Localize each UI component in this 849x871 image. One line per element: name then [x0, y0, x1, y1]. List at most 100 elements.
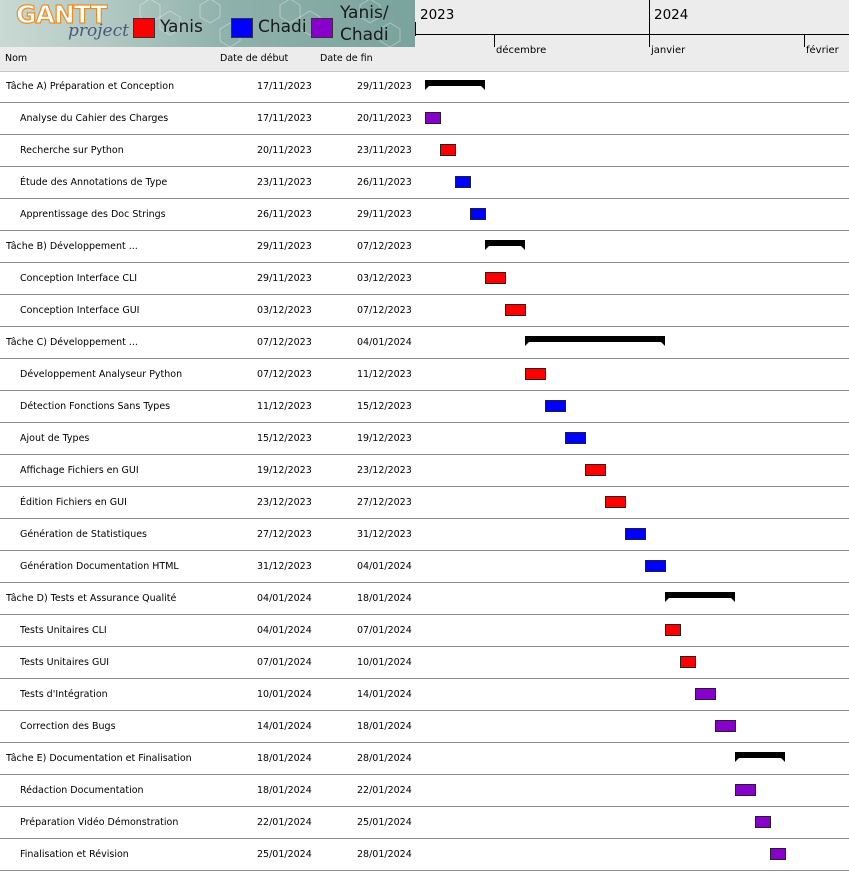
task-bar[interactable]: [645, 560, 666, 572]
task-start-date: 07/12/2023: [257, 369, 312, 380]
legend-label-chadi: Chadi: [258, 17, 307, 37]
summary-bar-left-cap: [425, 85, 430, 90]
timeline-year-tick: [649, 0, 650, 35]
task-bar[interactable]: [505, 304, 526, 316]
task-end-date: 11/12/2023: [357, 369, 412, 380]
task-bar[interactable]: [735, 784, 756, 796]
task-start-date: 03/12/2023: [257, 305, 312, 316]
summary-bar-left-cap: [665, 597, 670, 602]
table-header: Nom Date de début Date de fin: [0, 47, 415, 72]
task-start-date: 14/01/2024: [257, 721, 312, 732]
timeline-month-january: janvier: [651, 45, 686, 56]
task-bar[interactable]: [715, 720, 736, 732]
task-name: Apprentissage des Doc Strings: [20, 209, 166, 220]
task-bar[interactable]: [440, 144, 456, 156]
timeline-month-tick: [804, 35, 805, 47]
task-name: Tâche B) Développement ...: [6, 241, 138, 252]
task-row[interactable]: Rédaction Documentation 18/01/2024 22/01/2…: [0, 775, 849, 807]
task-bar[interactable]: [665, 624, 681, 636]
task-name: Recherche sur Python: [20, 145, 124, 156]
task-name: Détection Fonctions Sans Types: [20, 401, 171, 412]
task-start-date: 04/01/2024: [257, 593, 312, 604]
task-row[interactable]: Affichage Fichiers en GUI 19/12/2023 23/12…: [0, 455, 849, 487]
task-row[interactable]: Apprentissage des Doc Strings 26/11/2023 2…: [0, 199, 849, 231]
task-bar[interactable]: [470, 208, 486, 220]
task-bar[interactable]: [545, 400, 566, 412]
task-bar[interactable]: [680, 656, 696, 668]
task-row-summary[interactable]: Tâche B) Développement ... 29/11/2023 07/1…: [0, 231, 849, 263]
task-row[interactable]: Conception Interface GUI 03/12/2023 07/12/…: [0, 295, 849, 327]
legend-label-yanis: Yanis: [160, 17, 203, 37]
task-bar[interactable]: [625, 528, 646, 540]
task-row-summary[interactable]: Tâche D) Tests et Assurance Qualité 04/01…: [0, 583, 849, 615]
timeline-month-tick: [649, 35, 650, 47]
summary-bar[interactable]: [525, 336, 665, 346]
task-row[interactable]: Préparation Vidéo Démonstration 22/01/202…: [0, 807, 849, 839]
task-bar[interactable]: [565, 432, 586, 444]
timeline-year-line: [415, 34, 849, 35]
task-end-date: 28/01/2024: [357, 849, 412, 860]
task-end-date: 27/12/2023: [357, 497, 412, 508]
task-bar[interactable]: [455, 176, 471, 188]
task-start-date: 23/11/2023: [257, 177, 312, 188]
task-name: Édition Fichiers en GUI: [20, 497, 127, 508]
task-row[interactable]: Édition Fichiers en GUI 23/12/2023 27/12/2…: [0, 487, 849, 519]
column-header-end[interactable]: Date de fin: [320, 53, 373, 64]
summary-bar[interactable]: [735, 752, 785, 762]
summary-bar-right-cap: [660, 341, 665, 346]
timeline-header: 2023 2024 décembre janvier février: [415, 0, 849, 72]
task-row[interactable]: Conception Interface CLI 29/11/2023 03/12/…: [0, 263, 849, 295]
task-start-date: 29/11/2023: [257, 241, 312, 252]
summary-bar-right-cap: [480, 85, 485, 90]
task-end-date: 03/12/2023: [357, 273, 412, 284]
task-end-date: 25/01/2024: [357, 817, 412, 828]
task-row[interactable]: Tests Unitaires GUI 07/01/2024 10/01/2024: [0, 647, 849, 679]
task-row[interactable]: Finalisation et Révision 25/01/2024 28/01/…: [0, 839, 849, 871]
task-end-date: 19/12/2023: [357, 433, 412, 444]
task-row-summary[interactable]: Tâche A) Préparation et Conception 17/11/…: [0, 71, 849, 103]
summary-bar-left-cap: [525, 341, 530, 346]
task-name: Étude des Annotations de Type: [20, 177, 168, 188]
task-row-summary[interactable]: Tâche E) Documentation et Finalisation 18…: [0, 743, 849, 775]
task-end-date: 07/12/2023: [357, 241, 412, 252]
task-row[interactable]: Génération de Statistiques 27/12/2023 31/1…: [0, 519, 849, 551]
summary-bar[interactable]: [425, 80, 485, 90]
task-bar[interactable]: [605, 496, 626, 508]
task-end-date: 31/12/2023: [357, 529, 412, 540]
task-start-date: 27/12/2023: [257, 529, 312, 540]
task-row[interactable]: Tests d'Intégration 10/01/2024 14/01/2024: [0, 679, 849, 711]
task-bar[interactable]: [585, 464, 606, 476]
task-start-date: 04/01/2024: [257, 625, 312, 636]
timeline-year-2024: 2024: [654, 7, 689, 23]
task-row-summary[interactable]: Tâche C) Développement ... 07/12/2023 04/0…: [0, 327, 849, 359]
task-start-date: 31/12/2023: [257, 561, 312, 572]
task-row[interactable]: Recherche sur Python 20/11/2023 23/11/2023: [0, 135, 849, 167]
task-row[interactable]: Tests Unitaires CLI 04/01/2024 07/01/2024: [0, 615, 849, 647]
summary-bar[interactable]: [485, 240, 525, 250]
task-bar[interactable]: [755, 816, 771, 828]
task-bar[interactable]: [695, 688, 716, 700]
task-end-date: 29/11/2023: [357, 81, 412, 92]
task-end-date: 04/01/2024: [357, 337, 412, 348]
summary-bar[interactable]: [665, 592, 735, 602]
timeline-year-2023: 2023: [420, 7, 455, 23]
task-bar[interactable]: [770, 848, 786, 860]
task-row[interactable]: Correction des Bugs 14/01/2024 18/01/2024: [0, 711, 849, 743]
task-name: Tâche D) Tests et Assurance Qualité: [6, 593, 177, 604]
task-bar[interactable]: [425, 112, 441, 124]
timeline-left-tick: [415, 22, 416, 36]
task-row[interactable]: Ajout de Types 15/12/2023 19/12/2023: [0, 423, 849, 455]
task-row[interactable]: Génération Documentation HTML 31/12/2023 0…: [0, 551, 849, 583]
column-header-name[interactable]: Nom: [5, 53, 28, 64]
task-bar[interactable]: [485, 272, 506, 284]
task-row[interactable]: Analyse du Cahier des Charges 17/11/2023 2…: [0, 103, 849, 135]
task-row[interactable]: Développement Analyseur Python 07/12/2023…: [0, 359, 849, 391]
task-name: Préparation Vidéo Démonstration: [20, 817, 179, 828]
task-row[interactable]: Étude des Annotations de Type 23/11/2023 2…: [0, 167, 849, 199]
column-header-start[interactable]: Date de début: [220, 53, 289, 64]
summary-bar-right-cap: [780, 757, 785, 762]
task-end-date: 22/01/2024: [357, 785, 412, 796]
summary-bar-right-cap: [730, 597, 735, 602]
task-row[interactable]: Détection Fonctions Sans Types 11/12/2023…: [0, 391, 849, 423]
task-bar[interactable]: [525, 368, 546, 380]
